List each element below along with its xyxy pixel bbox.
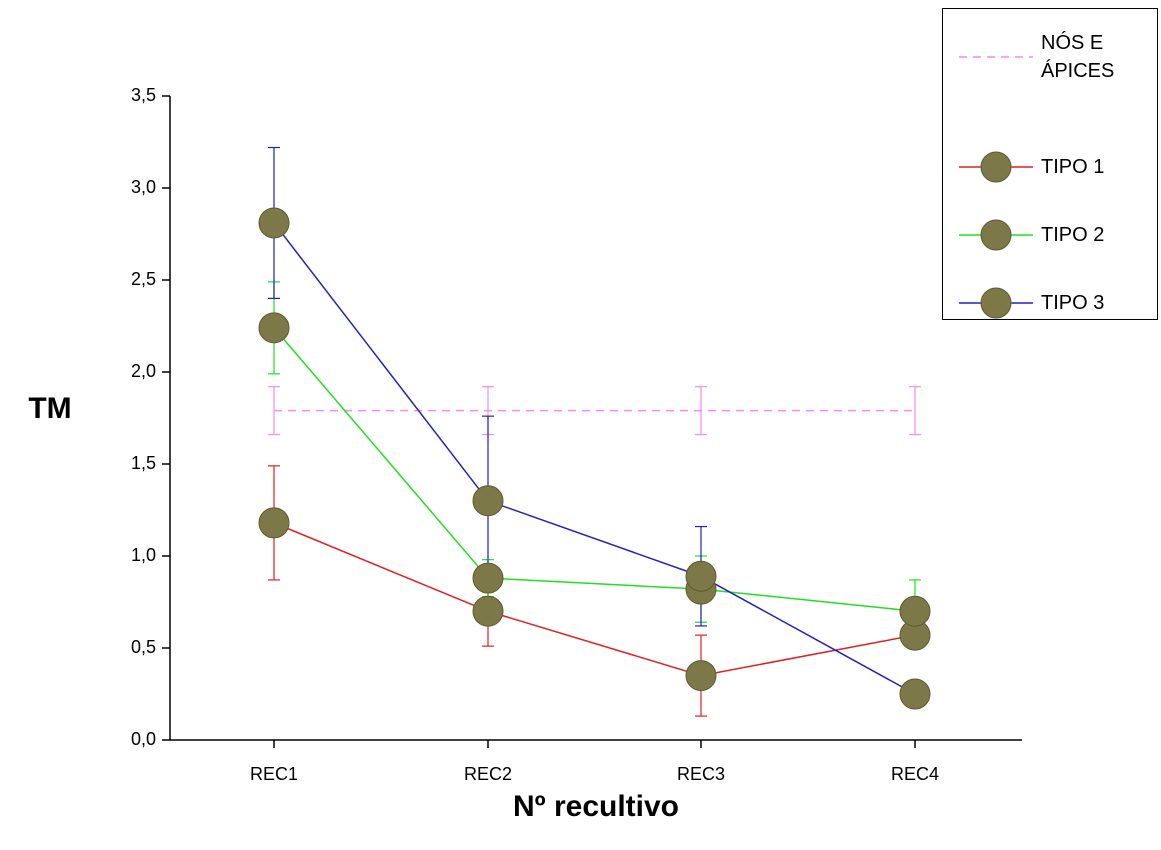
x-tick-label: REC2: [464, 764, 512, 784]
x-tick-label: REC4: [891, 764, 939, 784]
series-line: [273, 522, 916, 677]
y-tick-label: 2,0: [131, 361, 156, 381]
y-tick-label: 3,5: [131, 85, 156, 105]
legend-item: TIPO 2: [953, 207, 1141, 263]
legend-swatch: [959, 287, 1033, 319]
x-tick-label: REC3: [677, 764, 725, 784]
legend-marker: [980, 219, 1012, 251]
marker: [258, 207, 290, 239]
legend-marker: [980, 151, 1012, 183]
legend-swatch: [959, 219, 1033, 251]
legend-swatch: [959, 151, 1033, 183]
marker: [685, 560, 717, 592]
marker: [472, 485, 504, 517]
series-line: [273, 222, 916, 695]
y-tick-label: 3,0: [131, 177, 156, 197]
marker: [258, 312, 290, 344]
legend-label: TIPO 2: [1041, 224, 1105, 246]
legend-item: TIPO 3: [953, 275, 1141, 331]
legend-marker: [980, 287, 1012, 319]
marker: [899, 595, 931, 627]
series-line: [273, 327, 916, 612]
x-tick-label: REC1: [250, 764, 298, 784]
legend-item: TIPO 1: [953, 139, 1141, 195]
legend-item: NÓS E ÁPICES: [953, 29, 1141, 85]
y-tick-label: 0,0: [131, 729, 156, 749]
marker: [472, 562, 504, 594]
y-axis-label: TM: [28, 392, 71, 425]
error-bar: [909, 386, 921, 436]
legend-label: NÓS E ÁPICES: [1041, 32, 1115, 82]
legend-swatch: [959, 56, 1033, 58]
marker: [258, 507, 290, 539]
y-tick-label: 1,5: [131, 453, 156, 473]
x-axis-label: Nº recultivo: [513, 790, 679, 823]
legend-label: TIPO 3: [1041, 292, 1105, 314]
y-tick-label: 2,5: [131, 269, 156, 289]
marker: [472, 595, 504, 627]
legend: NÓS E ÁPICES TIPO 1 TIPO 2 TIPO 3: [942, 8, 1158, 320]
y-tick-label: 0,5: [131, 637, 156, 657]
marker: [685, 660, 717, 692]
y-tick-label: 1,0: [131, 545, 156, 565]
legend-label: TIPO 1: [1041, 156, 1105, 178]
marker: [899, 678, 931, 710]
